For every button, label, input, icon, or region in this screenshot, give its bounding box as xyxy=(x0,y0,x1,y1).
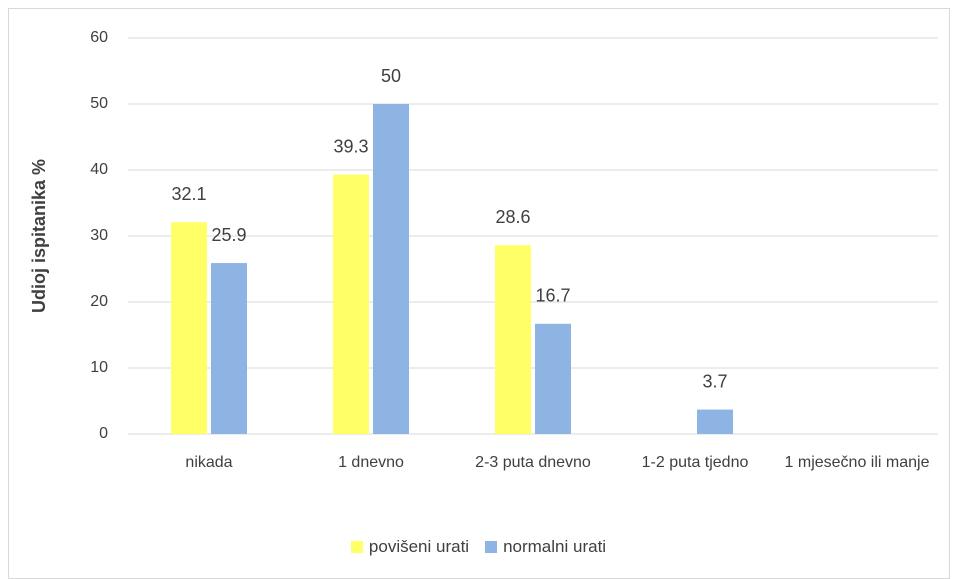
y-axis-title: Udioj ispitanika % xyxy=(29,159,49,313)
y-tick-label: 50 xyxy=(90,95,108,112)
y-tick-label: 60 xyxy=(90,29,108,46)
bar xyxy=(535,323,571,434)
data-label: 32.1 xyxy=(171,184,206,204)
data-label: 3.7 xyxy=(702,371,727,391)
bar xyxy=(697,409,733,434)
legend-swatch xyxy=(350,541,363,553)
x-tick-label: 1 mjesečno ili manje xyxy=(784,454,930,471)
y-tick-label: 20 xyxy=(90,293,108,310)
x-tick-label: 2-3 puta dnevno xyxy=(475,454,591,471)
data-label: 25.9 xyxy=(211,225,246,245)
legend-label: normalni urati xyxy=(503,537,607,556)
y-tick-label: 40 xyxy=(90,161,108,178)
legend-swatch xyxy=(485,541,498,553)
x-tick-label: nikada xyxy=(185,454,233,471)
data-label: 16.7 xyxy=(535,286,570,306)
y-tick-label: 0 xyxy=(99,425,108,442)
bar xyxy=(211,263,247,434)
data-label: 39.3 xyxy=(333,136,368,156)
data-label: 50 xyxy=(381,66,401,86)
x-tick-label: 1-2 puta tjedno xyxy=(641,454,749,471)
legend-item: normalni urati xyxy=(485,537,606,557)
x-tick-label: 1 dnevno xyxy=(338,454,404,471)
y-tick-label: 30 xyxy=(90,227,108,244)
legend-item: povišeni urati xyxy=(350,537,470,557)
bar xyxy=(495,245,531,434)
y-tick-label: 10 xyxy=(90,359,108,376)
legend-label: povišeni urati xyxy=(368,537,470,556)
chart-border xyxy=(8,8,950,579)
bar xyxy=(373,104,409,434)
legend: povišeni urati normalni urati xyxy=(0,537,957,557)
bar xyxy=(333,174,369,434)
bar xyxy=(171,222,207,434)
data-label: 28.6 xyxy=(495,207,530,227)
